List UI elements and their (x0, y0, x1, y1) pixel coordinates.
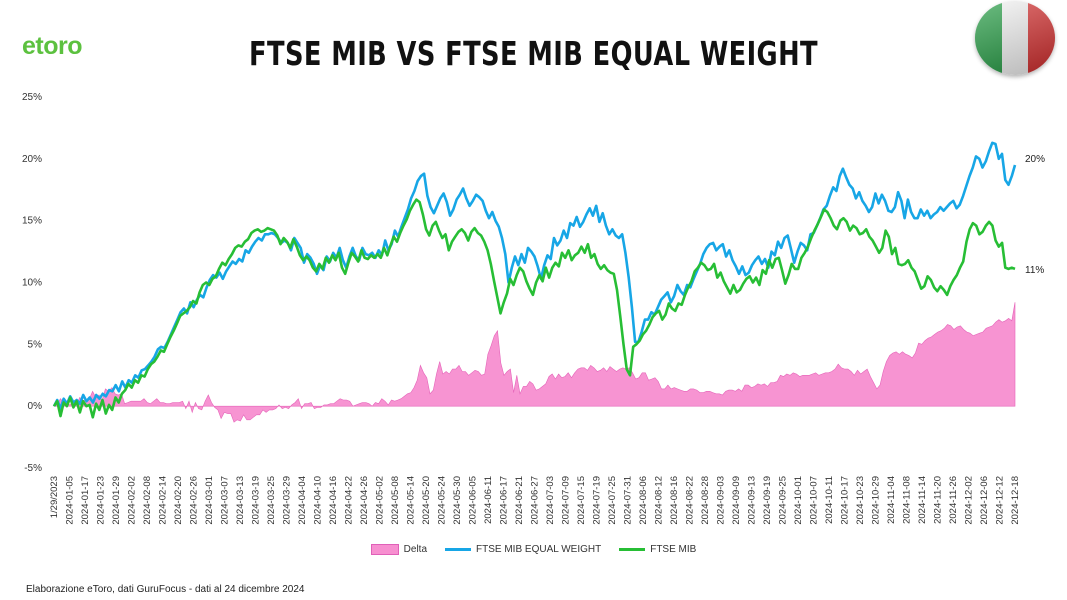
x-tick-label: 2024-05-30 (452, 476, 463, 525)
end-label-ftse-mib: 11% (1025, 265, 1044, 276)
series-area-delta (53, 302, 1016, 423)
etoro-logo: etoro (22, 32, 83, 60)
x-tick-label: 2024-05-20 (421, 476, 432, 525)
x-tick-label: 2024-07-03 (545, 476, 556, 525)
x-tick-label: 2024-09-13 (747, 476, 758, 525)
x-tick-label: 2024-04-10 (313, 476, 324, 525)
x-tick-label: 2024-03-07 (220, 476, 231, 525)
x-tick-label: 2024-04-26 (359, 476, 370, 525)
x-tick-label: 2024-03-29 (282, 476, 293, 525)
x-tick-label: 2024-02-14 (158, 476, 169, 525)
legend-label-ftse-mib: FTSE MIB (650, 544, 697, 555)
chart-title: FTSE MIB VS FTSE MIB EQUAL WEIGHT (249, 34, 818, 73)
x-tick-label: 2024-11-26 (948, 476, 959, 524)
legend-swatch-delta (370, 544, 399, 555)
x-tick-label: 1/29/2023 (49, 476, 60, 518)
x-tick-label: 2024-01-23 (96, 476, 107, 525)
legend-item-delta: Delta (370, 544, 428, 555)
delta-area (53, 302, 1016, 423)
legend-swatch-ftse-mib (619, 548, 646, 551)
x-tick-label: 2024-04-04 (297, 476, 308, 525)
italy-flag-icon (975, 1, 1055, 75)
legend: Delta FTSE MIB EQUAL WEIGHT FTSE MIB (0, 544, 1067, 555)
legend-item-ftse-mib: FTSE MIB (619, 544, 696, 555)
legend-label-equal-weight: FTSE MIB EQUAL WEIGHT (476, 544, 602, 555)
x-tick-label: 2024-05-02 (375, 476, 386, 525)
x-tick-label: 2024-12-02 (964, 476, 975, 525)
x-tick-label: 2024-02-02 (127, 476, 138, 525)
x-tick-label: 2024-07-31 (623, 476, 634, 525)
series-lines (52, 141, 1017, 419)
y-tick-label: 25% (22, 92, 42, 103)
x-tick-label: 2024-02-08 (142, 476, 153, 525)
legend-swatch-equal-weight (445, 548, 472, 551)
x-tick-label: 2024-09-19 (762, 476, 773, 525)
x-tick-label: 2024-10-29 (871, 476, 882, 525)
y-tick-label: 10% (22, 278, 42, 289)
y-tick-label: 0% (28, 401, 43, 412)
end-labels: 20% 11% (1025, 154, 1045, 276)
x-tick-label: 2024-11-08 (902, 476, 913, 524)
x-tick-label: 2024-10-01 (793, 476, 804, 525)
x-tick-label: 2024-03-25 (266, 476, 277, 525)
y-axis: 25% 20% 15% 10% 5% 0% -5% (22, 92, 42, 474)
x-tick-label: 2024-04-22 (344, 476, 355, 525)
x-tick-label: 2024-10-23 (855, 476, 866, 525)
end-label-equal-weight: 20% (1025, 154, 1045, 165)
x-tick-label: 2024-09-03 (716, 476, 727, 525)
x-tick-label: 2024-07-25 (607, 476, 618, 525)
x-tick-label: 2024-08-22 (685, 476, 696, 525)
x-tick-label: 2024-08-16 (669, 476, 680, 525)
x-tick-label: 2024-02-20 (173, 476, 184, 525)
x-tick-label: 2024-08-06 (638, 476, 649, 525)
y-tick-label: 5% (28, 339, 43, 350)
x-tick-label: 2024-05-14 (406, 476, 417, 525)
x-tick-label: 2024-01-05 (65, 476, 76, 525)
x-tick-label: 2024-07-15 (576, 476, 587, 525)
y-tick-label: -5% (24, 463, 42, 474)
y-tick-label: 15% (22, 216, 42, 227)
legend-item-equal-weight: FTSE MIB EQUAL WEIGHT (445, 544, 601, 555)
x-tick-label: 2024-06-21 (514, 476, 525, 525)
x-tick-label: 2024-01-29 (111, 476, 122, 525)
series-line-equal-weight (52, 141, 1017, 410)
x-tick-label: 2024-06-27 (530, 476, 541, 525)
x-tick-label: 2024-09-09 (731, 476, 742, 525)
x-tick-label: 2024-10-11 (824, 476, 835, 524)
x-tick-label: 2024-03-13 (235, 476, 246, 525)
source-note: Elaborazione eToro, dati GuruFocus - dat… (26, 584, 305, 595)
x-tick-label: 2024-01-17 (80, 476, 91, 525)
x-tick-label: 2024-03-19 (251, 476, 262, 525)
x-tick-label: 2024-12-06 (979, 476, 990, 525)
x-tick-label: 2024-10-17 (840, 476, 851, 525)
x-tick-label: 2024-04-16 (328, 476, 339, 525)
x-tick-label: 2024-06-05 (468, 476, 479, 525)
x-tick-label: 2024-08-12 (654, 476, 665, 525)
x-tick-label: 2024-06-17 (499, 476, 510, 525)
legend-label-delta: Delta (403, 544, 428, 555)
x-tick-label: 2024-03-01 (204, 476, 215, 525)
x-tick-label: 2024-10-07 (809, 476, 820, 525)
y-tick-label: 20% (22, 154, 42, 165)
x-tick-label: 2024-09-25 (778, 476, 789, 525)
x-tick-label: 2024-11-14 (917, 476, 928, 524)
x-tick-label: 2024-05-08 (390, 476, 401, 525)
x-tick-label: 2024-06-11 (483, 476, 494, 524)
x-tick-label: 2024-02-26 (189, 476, 200, 525)
x-tick-label: 2024-05-24 (437, 476, 448, 525)
x-tick-label: 2024-12-12 (995, 476, 1006, 525)
series-line-ftse-mib (52, 198, 1016, 419)
x-tick-label: 2024-11-04 (886, 476, 897, 524)
x-tick-label: 2024-07-09 (561, 476, 572, 525)
x-tick-label: 2024-12-18 (1010, 476, 1021, 525)
x-axis: 1/29/2023 2024-01-05 2024-01-17 2024-01-23 2… (49, 476, 1021, 525)
x-tick-label: 2024-08-28 (700, 476, 711, 525)
x-tick-label: 2024-07-19 (592, 476, 603, 525)
x-tick-label: 2024-11-20 (933, 476, 944, 524)
